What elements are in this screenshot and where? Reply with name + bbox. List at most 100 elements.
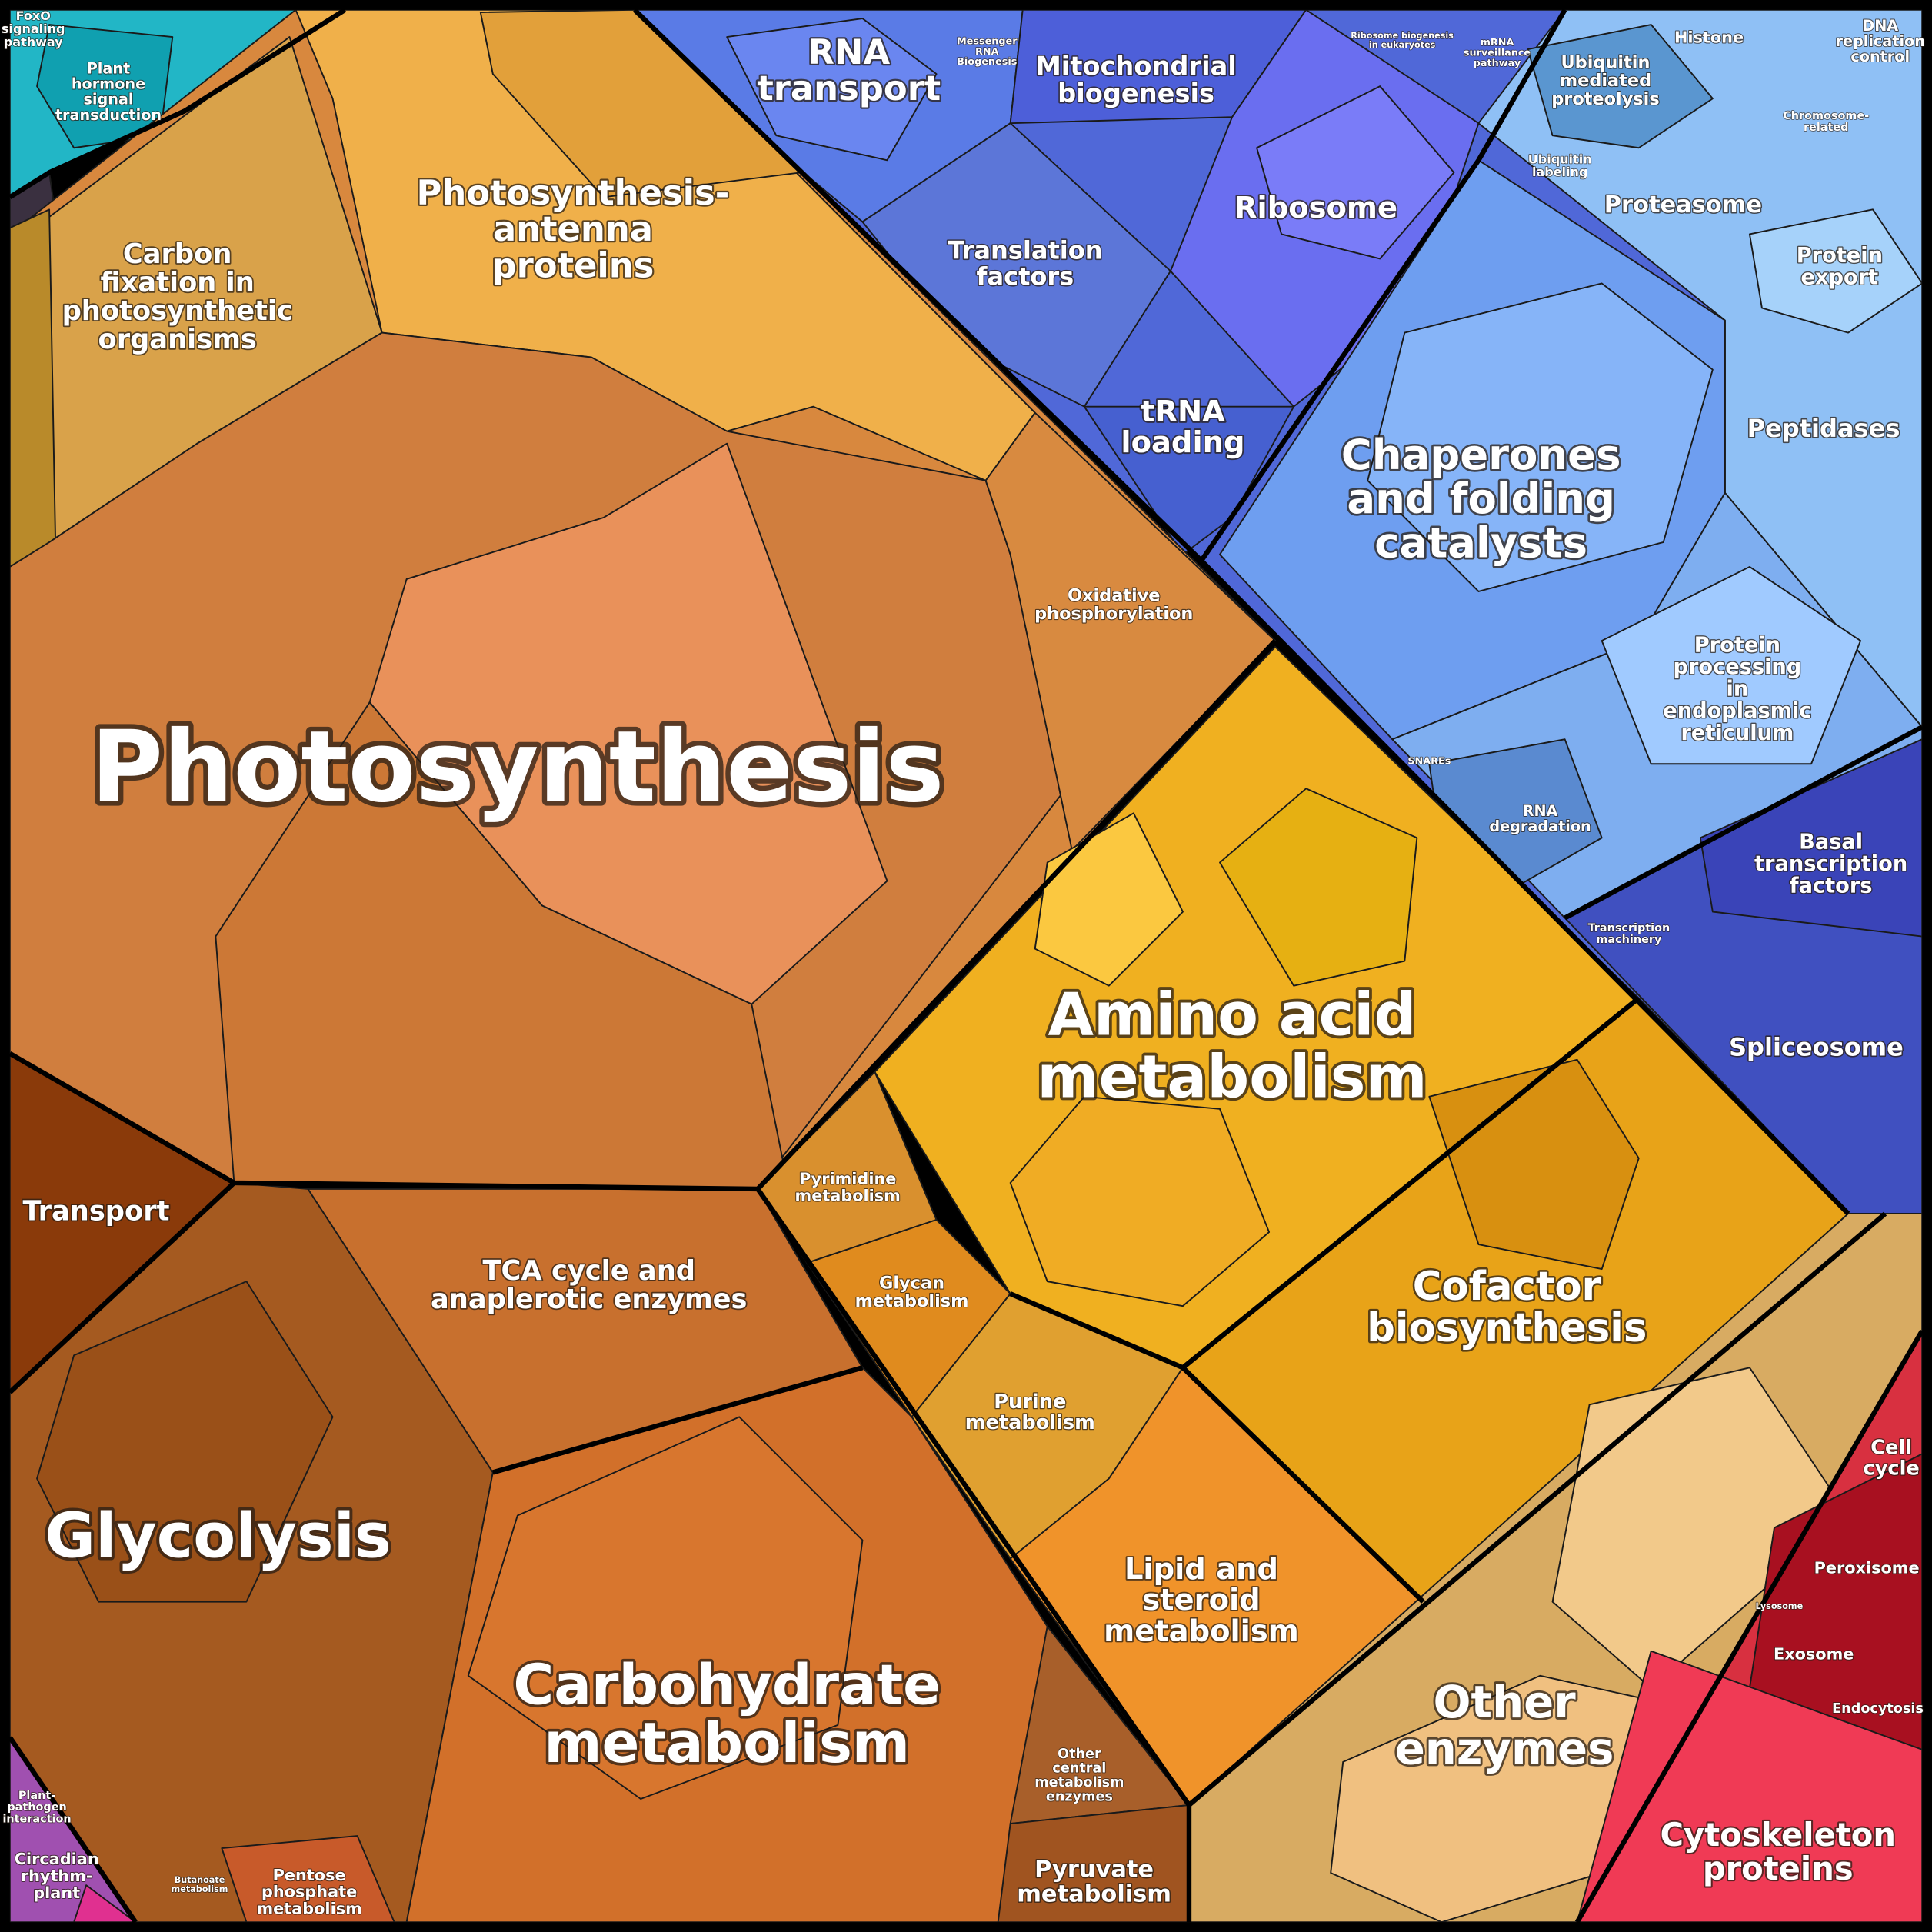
border bbox=[1181, 1365, 1425, 1604]
region-label: mRNA bbox=[1481, 37, 1514, 48]
region-label: Protein bbox=[1797, 244, 1883, 268]
region-label: antenna bbox=[493, 208, 653, 249]
cell bbox=[8, 208, 57, 568]
region-label: organisms bbox=[98, 324, 256, 355]
region-label: Cofactor bbox=[1413, 1264, 1602, 1310]
region-label: metabolism bbox=[544, 1711, 910, 1776]
region-label: Cell bbox=[1870, 1436, 1912, 1459]
region-label: biosynthesis bbox=[1367, 1305, 1647, 1351]
region-label: pathogen bbox=[7, 1801, 66, 1814]
region-label: loading bbox=[1121, 425, 1244, 460]
region-label: transport bbox=[757, 68, 941, 108]
region-label: machinery bbox=[1596, 934, 1662, 946]
region-label: RNA bbox=[1523, 802, 1558, 820]
labels: PhotosynthesisGlycolysisCarbohydratemeta… bbox=[1, 8, 1926, 1918]
region-label: hormone bbox=[72, 75, 145, 93]
cell bbox=[36, 1281, 334, 1603]
region-label: Spliceosome bbox=[1729, 1032, 1904, 1061]
region-label: FoxO bbox=[16, 8, 51, 23]
region-label: anaplerotic enzymes bbox=[431, 1284, 748, 1315]
region-label: Chromosome- bbox=[1783, 110, 1869, 122]
region-label: biogenesis bbox=[1058, 78, 1214, 108]
region-label: pathway bbox=[1474, 58, 1521, 69]
region-label: signaling bbox=[2, 22, 65, 36]
region-label: Purine bbox=[994, 1391, 1066, 1414]
region-label: Ribosome bbox=[1234, 191, 1397, 225]
cell bbox=[1551, 1367, 1850, 1689]
region-label: Protein bbox=[1694, 633, 1780, 657]
region-label: Glycan bbox=[879, 1273, 944, 1293]
cell bbox=[467, 1416, 864, 1800]
region-label: phosphorylation bbox=[1034, 604, 1193, 624]
region-label: related bbox=[1804, 122, 1849, 134]
region-label: Transport bbox=[22, 1195, 169, 1227]
region-label: enzymes bbox=[1395, 1723, 1614, 1775]
region-label: proteins bbox=[1703, 1850, 1854, 1887]
region-label: Other bbox=[1434, 1676, 1577, 1728]
region-label: labeling bbox=[1532, 165, 1587, 179]
region-label: Biogenesis bbox=[957, 56, 1018, 68]
region-label: Proteasome bbox=[1604, 192, 1762, 218]
region-label: mediated bbox=[1560, 71, 1651, 91]
region-label: pathway bbox=[4, 35, 63, 49]
cell bbox=[479, 8, 802, 198]
region-label: control bbox=[1850, 48, 1910, 65]
region-label: Transcription bbox=[1588, 922, 1671, 934]
region-label: rhythm- bbox=[21, 1867, 93, 1885]
region-label: factors bbox=[1790, 874, 1873, 898]
region-label: Basal bbox=[1799, 831, 1863, 854]
border bbox=[1564, 724, 1924, 921]
region-label: degradation bbox=[1489, 818, 1591, 835]
cell bbox=[1527, 24, 1714, 149]
cell bbox=[726, 18, 938, 162]
region-label: metabolism bbox=[172, 1884, 228, 1894]
region-label: signal bbox=[83, 91, 133, 108]
region-label: Ribosome biogenesis bbox=[1351, 31, 1454, 41]
border bbox=[8, 1181, 236, 1394]
region-label: processing bbox=[1673, 655, 1801, 679]
region-label: Photosynthesis bbox=[91, 710, 944, 824]
region-label: in bbox=[1727, 678, 1749, 701]
border bbox=[1199, 8, 1567, 562]
region-label: photosynthetic bbox=[62, 295, 293, 327]
region-label: tRNA bbox=[1141, 395, 1225, 429]
region-label: metabolism bbox=[1017, 1880, 1171, 1907]
region-label: Peroxisome bbox=[1814, 1558, 1920, 1577]
region-label: metabolism bbox=[1037, 1043, 1427, 1111]
region-label: steroid bbox=[1142, 1583, 1260, 1617]
region-label: metabolism bbox=[855, 1291, 969, 1311]
border bbox=[8, 638, 1277, 1192]
region-label: and folding bbox=[1347, 474, 1615, 523]
region-label: proteolysis bbox=[1551, 89, 1659, 109]
region-label: Lysosome bbox=[1756, 1601, 1804, 1611]
border bbox=[8, 1736, 138, 1924]
region-label: Pyruvate bbox=[1034, 1856, 1154, 1883]
region-label: central bbox=[1052, 1760, 1106, 1776]
region-label: Plant bbox=[87, 59, 131, 77]
region-label: proteins bbox=[492, 245, 655, 285]
region-label: Carbon bbox=[123, 238, 232, 270]
region-label: reticulum bbox=[1681, 721, 1794, 745]
region-label: Butanoate bbox=[175, 1875, 225, 1885]
region-label: Circadian bbox=[15, 1850, 99, 1868]
region-label: metabolism bbox=[256, 1900, 361, 1918]
region-label: factors bbox=[977, 261, 1074, 291]
border bbox=[8, 8, 347, 200]
region-label: DNA bbox=[1862, 17, 1898, 35]
region-label: export bbox=[1801, 265, 1879, 289]
region-label: Chaperones bbox=[1341, 430, 1621, 479]
region-label: metabolism bbox=[965, 1411, 1095, 1434]
cell bbox=[1009, 1095, 1271, 1307]
cell bbox=[1748, 208, 1924, 334]
region-label: Exosome bbox=[1774, 1645, 1854, 1664]
region-label: enzymes bbox=[1046, 1789, 1113, 1804]
region-label: fixation in bbox=[101, 267, 255, 298]
region-label: cycle bbox=[1864, 1457, 1920, 1480]
region-label: Endocytosis bbox=[1832, 1701, 1924, 1717]
region-label: Glycolysis bbox=[45, 1501, 391, 1572]
region-label: Pyrimidine bbox=[799, 1169, 896, 1188]
cell bbox=[1367, 282, 1714, 592]
